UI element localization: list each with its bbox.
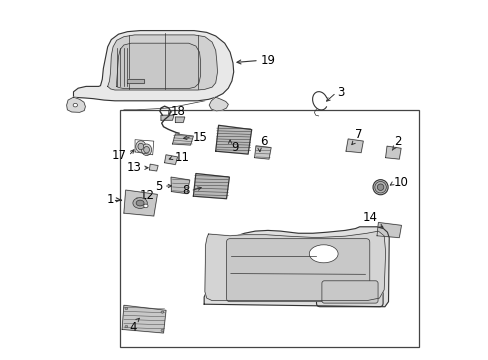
Polygon shape [127,79,143,83]
Ellipse shape [374,181,386,193]
Ellipse shape [136,200,144,206]
FancyBboxPatch shape [321,281,377,303]
Ellipse shape [143,147,149,153]
Polygon shape [149,164,158,171]
Text: 15: 15 [193,131,207,144]
Polygon shape [254,146,270,159]
Ellipse shape [136,141,145,152]
Polygon shape [346,139,363,153]
Bar [120,110,418,347]
Text: 4: 4 [129,321,136,334]
Polygon shape [204,231,385,301]
Text: 11: 11 [174,151,189,164]
Text: 14: 14 [362,211,377,224]
Text: 6: 6 [260,135,267,148]
Polygon shape [107,35,217,90]
Polygon shape [175,117,184,122]
Polygon shape [117,43,200,89]
FancyBboxPatch shape [226,239,369,302]
Polygon shape [376,222,401,238]
Ellipse shape [309,245,337,263]
Text: 10: 10 [393,176,408,189]
Text: 13: 13 [127,161,142,174]
Text: 1: 1 [106,193,114,206]
Text: 2: 2 [394,135,401,148]
Text: 5: 5 [155,180,163,193]
Polygon shape [73,31,233,101]
Polygon shape [193,174,229,199]
Ellipse shape [161,311,163,313]
Text: 9: 9 [230,141,238,154]
Text: 16: 16 [355,283,369,296]
Text: 8: 8 [182,184,189,197]
Polygon shape [66,97,85,112]
Polygon shape [385,146,400,159]
Text: 17: 17 [112,149,127,162]
Polygon shape [209,97,228,111]
FancyBboxPatch shape [316,277,382,307]
Text: 19: 19 [260,54,275,67]
Polygon shape [171,177,189,194]
Ellipse shape [133,198,147,208]
Polygon shape [123,190,157,216]
Text: 3: 3 [337,86,344,99]
Polygon shape [122,305,166,333]
Text: 7: 7 [355,128,362,141]
Ellipse shape [141,144,151,156]
Polygon shape [204,227,388,307]
Ellipse shape [73,103,77,107]
Text: 18: 18 [171,105,185,118]
Ellipse shape [125,325,127,328]
Ellipse shape [372,180,387,195]
Polygon shape [215,125,251,154]
Polygon shape [164,155,177,165]
Ellipse shape [377,184,383,190]
Ellipse shape [138,143,143,150]
Ellipse shape [161,329,163,332]
Text: 12: 12 [139,189,154,202]
Ellipse shape [125,307,127,310]
Polygon shape [161,115,174,120]
Polygon shape [172,134,193,145]
Ellipse shape [143,204,148,208]
